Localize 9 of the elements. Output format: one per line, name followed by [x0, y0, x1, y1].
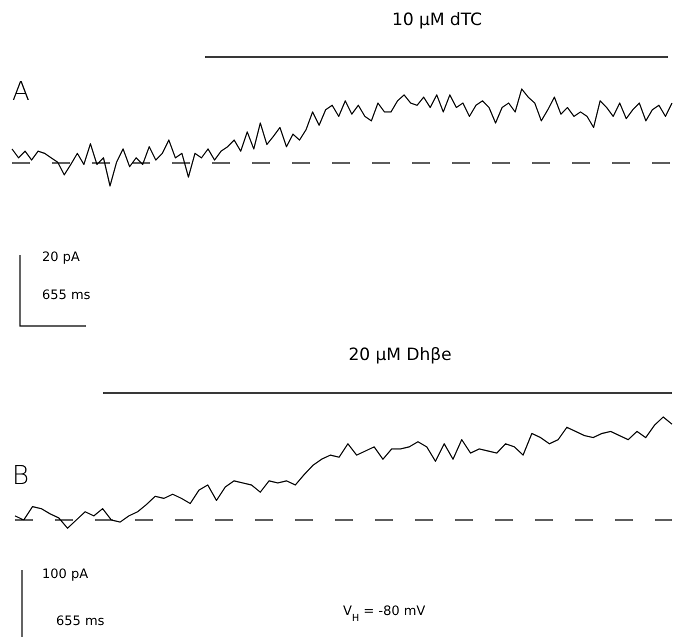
- text: 20 µM Dhβe: [348, 345, 452, 365]
- text: 100 pA: [42, 567, 88, 582]
- chart-title: A: [12, 77, 30, 107]
- text: 20 pA: [42, 250, 80, 265]
- text: 10 µM dTC: [392, 10, 482, 30]
- text: 655 ms: [56, 614, 105, 629]
- text: V$_{H}$ = -80 mV: [343, 604, 426, 624]
- text: 655 ms: [42, 288, 91, 303]
- text: B: [12, 461, 30, 491]
